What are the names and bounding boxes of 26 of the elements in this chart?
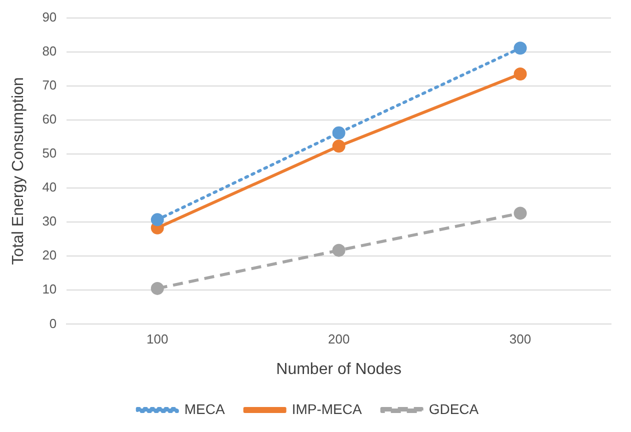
legend-label: MECA (184, 400, 226, 417)
y-tick-label: 20 (42, 248, 57, 263)
y-tick-label: 90 (42, 9, 57, 24)
point (332, 126, 346, 140)
legend-label: IMP-MECA (292, 400, 362, 417)
x-tick-label: 100 (146, 332, 168, 347)
point (514, 67, 527, 80)
point (150, 282, 164, 295)
y-tick-label: 50 (42, 146, 57, 161)
point (514, 42, 527, 55)
y-tick-label: 30 (42, 214, 57, 229)
point (150, 213, 164, 226)
x-tick-label: 200 (328, 332, 350, 347)
y-tick-label: 80 (42, 43, 57, 58)
legend-label: GDECA (428, 400, 480, 417)
y-tick-label: 70 (42, 77, 57, 92)
x-axis-title: Number of Nodes (276, 360, 402, 378)
point (514, 206, 527, 220)
y-tick-label: 60 (42, 112, 57, 127)
point (332, 244, 346, 257)
y-tick-label: 0 (49, 316, 57, 331)
y-tick-label: 10 (42, 282, 57, 297)
point (332, 140, 346, 153)
y-axis-title: Total Energy Consumption (10, 77, 28, 265)
x-tick-label: 300 (509, 332, 532, 347)
y-tick-label: 40 (42, 180, 57, 195)
